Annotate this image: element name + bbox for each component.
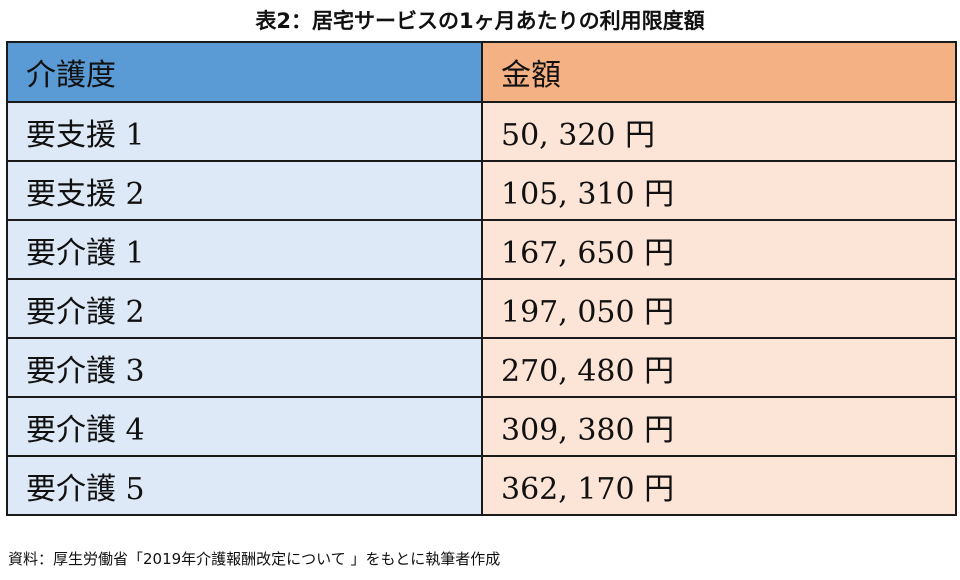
amount-cell: 270, 480 円 bbox=[481, 337, 957, 398]
table-title: 表2：居宅サービスの1ヶ月あたりの利用限度額 bbox=[255, 9, 705, 33]
table-row: 要介護 1 167, 650 円 bbox=[6, 219, 957, 280]
amount-cell: 309, 380 円 bbox=[481, 396, 957, 457]
table-header-row: 介護度 金額 bbox=[6, 41, 957, 103]
amount-cell: 362, 170 円 bbox=[481, 455, 957, 516]
care-level-cell: 要介護 1 bbox=[6, 219, 483, 280]
care-level-cell: 要支援 1 bbox=[6, 101, 483, 162]
care-level-cell: 要支援 2 bbox=[6, 160, 483, 221]
care-level-cell: 要介護 2 bbox=[6, 278, 483, 339]
amount-cell: 50, 320 円 bbox=[481, 101, 957, 162]
care-level-cell: 要介護 4 bbox=[6, 396, 483, 457]
table-row: 要介護 3 270, 480 円 bbox=[6, 337, 957, 398]
source-note: 資料：厚生労働省「2019年介護報酬改定について 」をもとに執筆者作成 bbox=[8, 550, 501, 568]
care-level-cell: 要介護 3 bbox=[6, 337, 483, 398]
usage-limit-table: 介護度 金額 要支援 1 50, 320 円 要支援 2 105, 310 円 … bbox=[6, 41, 957, 516]
amount-cell: 167, 650 円 bbox=[481, 219, 957, 280]
table-row: 要支援 2 105, 310 円 bbox=[6, 160, 957, 221]
table-row: 要介護 2 197, 050 円 bbox=[6, 278, 957, 339]
column-header-amount: 金額 bbox=[481, 41, 957, 103]
table-row: 要支援 1 50, 320 円 bbox=[6, 101, 957, 162]
amount-cell: 197, 050 円 bbox=[481, 278, 957, 339]
column-header-care-level: 介護度 bbox=[6, 41, 483, 103]
amount-cell: 105, 310 円 bbox=[481, 160, 957, 221]
care-level-cell: 要介護 5 bbox=[6, 455, 483, 516]
table-row: 要介護 5 362, 170 円 bbox=[6, 455, 957, 516]
table-row: 要介護 4 309, 380 円 bbox=[6, 396, 957, 457]
